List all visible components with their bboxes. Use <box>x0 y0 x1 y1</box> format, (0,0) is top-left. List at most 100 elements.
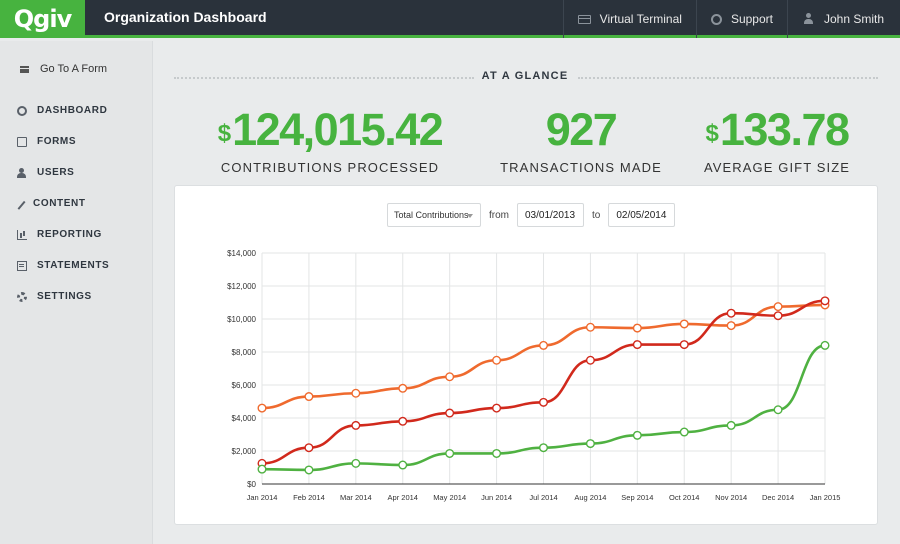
sidebar-item-users[interactable]: USERS <box>17 157 109 188</box>
data-point <box>632 340 642 350</box>
data-point <box>679 427 689 437</box>
user-name: John Smith <box>823 12 884 26</box>
divider-right <box>578 77 878 79</box>
y-tick-label: $12,000 <box>227 282 256 291</box>
data-point <box>773 302 783 312</box>
from-label: from <box>489 209 509 221</box>
x-tick-label: Apr 2014 <box>388 493 418 502</box>
qgiv-logo[interactable]: Qgiv <box>0 0 85 38</box>
data-point <box>585 322 595 332</box>
currency-symbol: $ <box>705 120 719 147</box>
terminal-icon <box>577 14 591 24</box>
data-point <box>492 448 502 458</box>
support-icon <box>710 13 722 25</box>
sidebar-item-settings[interactable]: SETTINGS <box>17 281 109 312</box>
x-tick-label: Jan 2014 <box>247 493 278 502</box>
sidebar-item-reporting[interactable]: REPORTING <box>17 219 109 250</box>
data-point <box>445 372 455 382</box>
stat-transactions: 927 TRANSACTIONS MADE <box>496 104 666 175</box>
x-tick-label: Mar 2014 <box>340 493 372 502</box>
support-label: Support <box>730 12 773 26</box>
virtual-terminal-label: Virtual Terminal <box>599 12 682 26</box>
to-date-input[interactable]: 02/05/2014 <box>608 203 676 227</box>
data-point <box>398 460 408 470</box>
data-point <box>539 443 549 453</box>
sidebar-item-label: FORMS <box>37 136 77 147</box>
go-to-form-label: Go To A Form <box>40 63 108 75</box>
sidebar-item-label: DASHBOARD <box>37 105 108 116</box>
data-point <box>257 464 267 474</box>
x-tick-label: Oct 2014 <box>669 493 699 502</box>
data-point <box>679 319 689 329</box>
y-tick-label: $14,000 <box>227 249 256 258</box>
support-link[interactable]: Support <box>695 0 787 38</box>
menu-icon <box>20 65 29 73</box>
data-point <box>585 439 595 449</box>
stat-average-gift: $133.78 AVERAGE GIFT SIZE <box>684 104 870 175</box>
users-icon <box>17 167 27 178</box>
top-bar: Qgiv Organization Dashboard Virtual Term… <box>0 0 900 38</box>
data-point <box>726 321 736 331</box>
sidebar-item-forms[interactable]: FORMS <box>17 126 109 157</box>
data-point <box>304 392 314 402</box>
gear-icon <box>17 291 27 302</box>
stat-contributions: $124,015.42 CONTRIBUTIONS PROCESSED <box>190 104 470 175</box>
from-date-input[interactable]: 03/01/2013 <box>517 203 584 227</box>
sidebar-item-label: CONTENT <box>33 198 86 209</box>
data-point <box>445 408 455 418</box>
y-tick-label: $8,000 <box>232 348 257 357</box>
y-tick-label: $0 <box>247 480 256 489</box>
y-tick-label: $2,000 <box>232 447 257 456</box>
data-point <box>820 340 830 350</box>
x-tick-label: Jan 2015 <box>810 493 841 502</box>
chart-panel: Total Contributions from 03/01/2013 to 0… <box>174 185 878 525</box>
y-tick-label: $6,000 <box>232 381 257 390</box>
data-point <box>398 416 408 426</box>
x-tick-label: Aug 2014 <box>574 493 606 502</box>
y-tick-label: $4,000 <box>232 414 257 423</box>
x-tick-label: May 2014 <box>433 493 466 502</box>
user-icon <box>802 12 815 26</box>
data-point <box>679 340 689 350</box>
stat-number: 124,015.42 <box>232 104 444 155</box>
sidebar-item-label: STATEMENTS <box>37 260 110 271</box>
data-point <box>539 397 549 407</box>
stat-value: $133.78 <box>684 104 870 156</box>
go-to-form-button[interactable]: Go To A Form <box>20 63 107 75</box>
forms-icon <box>17 136 27 147</box>
virtual-terminal-link[interactable]: Virtual Terminal <box>562 0 696 38</box>
currency-symbol: $ <box>217 120 232 147</box>
statement-icon <box>17 260 27 271</box>
x-tick-label: Nov 2014 <box>715 493 747 502</box>
data-point <box>445 448 455 458</box>
y-tick-label: $10,000 <box>227 315 256 324</box>
metric-select[interactable]: Total Contributions <box>387 203 481 227</box>
glance-title: AT A GLANCE <box>481 70 569 82</box>
pencil-icon <box>14 197 26 210</box>
data-point <box>304 443 314 453</box>
sidebar-item-dashboard[interactable]: DASHBOARD <box>17 95 109 126</box>
sidebar-item-statements[interactable]: STATEMENTS <box>17 250 109 281</box>
top-nav: Virtual Terminal Support John Smith <box>562 0 900 38</box>
sidebar-item-content[interactable]: CONTENT <box>14 188 109 219</box>
stat-label: TRANSACTIONS MADE <box>500 160 662 175</box>
divider-left <box>174 77 474 79</box>
stat-number: 927 <box>545 104 618 155</box>
x-tick-label: Jul 2014 <box>529 493 557 502</box>
data-point <box>726 308 736 318</box>
x-tick-label: Sep 2014 <box>621 493 653 502</box>
dashboard-icon <box>17 105 27 116</box>
bar-chart-icon <box>17 229 27 240</box>
data-point <box>539 340 549 350</box>
sidebar-item-label: SETTINGS <box>37 291 92 302</box>
data-point <box>257 403 267 413</box>
sidebar: Go To A Form DASHBOARD FORMS USERS CONTE… <box>0 41 153 544</box>
x-tick-label: Feb 2014 <box>293 493 325 502</box>
user-menu[interactable]: John Smith <box>786 0 900 38</box>
data-point <box>773 405 783 415</box>
sidebar-item-label: USERS <box>37 167 75 178</box>
data-point <box>585 355 595 365</box>
stat-value: $124,015.42 <box>190 104 470 156</box>
x-tick-label: Jun 2014 <box>481 493 512 502</box>
stat-value: 927 <box>496 104 666 156</box>
